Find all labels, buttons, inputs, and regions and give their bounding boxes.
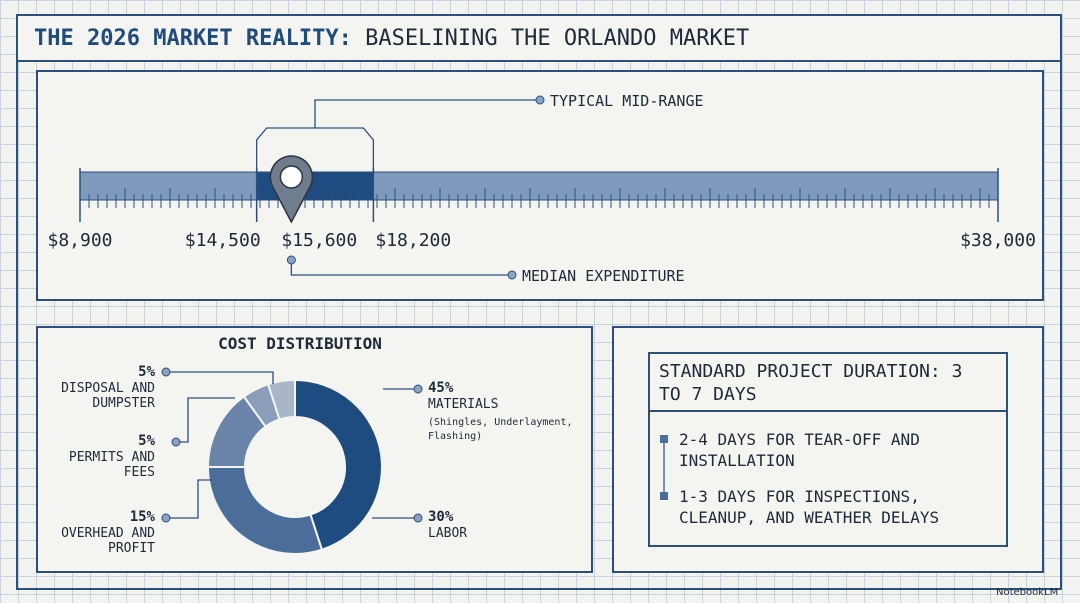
callout-dot bbox=[286, 255, 296, 265]
pie-annotation: (Shingles, Underlayment, Flashing) bbox=[428, 417, 573, 442]
callout-dot bbox=[535, 95, 545, 105]
range-tick-label: $15,600 bbox=[281, 230, 357, 251]
callout-dot bbox=[161, 367, 171, 377]
pie-title: COST DISTRIBUTION bbox=[218, 334, 382, 353]
range-tick-label: $38,000 bbox=[960, 230, 1036, 251]
header-title-bold: THE 2026 MARKET REALITY: bbox=[34, 26, 352, 51]
pie-category-label: DISPOSAL AND DUMPSTER bbox=[61, 381, 155, 411]
callout-dot bbox=[161, 513, 171, 523]
watermark: NotebookLM bbox=[996, 587, 1059, 598]
callout-dot bbox=[507, 270, 517, 280]
callout-dot bbox=[413, 384, 423, 394]
range-tick-label: $14,500 bbox=[185, 230, 261, 251]
pie-category-label: PERMITS AND FEES bbox=[68, 450, 155, 480]
pie-slice bbox=[294, 378, 383, 552]
bullet bbox=[660, 492, 668, 500]
pie-slice bbox=[266, 378, 296, 421]
duration-card bbox=[648, 352, 1008, 547]
median-callout bbox=[290, 264, 512, 276]
pin-hole bbox=[279, 165, 304, 189]
range-tick-label: $8,900 bbox=[47, 230, 112, 251]
range-callout bbox=[314, 99, 540, 128]
header: THE 2026 MARKET REALITY: BASELINING THE … bbox=[16, 14, 1062, 62]
callout-dot bbox=[171, 437, 181, 447]
leader-line bbox=[176, 397, 235, 443]
pie-value-label: 5% bbox=[138, 433, 155, 449]
callout-dot bbox=[413, 513, 423, 523]
bullet bbox=[660, 435, 668, 443]
range-label: TYPICAL MID-RANGE bbox=[550, 92, 704, 110]
range-tick-label: $18,200 bbox=[375, 230, 451, 251]
pie-category-label: OVERHEAD AND PROFIT bbox=[61, 526, 155, 556]
median-label: MEDIAN EXPENDITURE bbox=[522, 267, 685, 285]
duration-divider bbox=[650, 410, 1006, 412]
bullet-icons bbox=[660, 435, 668, 500]
pie-value-label: 15% bbox=[129, 509, 155, 525]
pie-value-label: 5% bbox=[138, 364, 155, 380]
duration-title: STANDARD PROJECT DURATION: 3 TO 7 DAYS bbox=[659, 361, 963, 405]
leader-line bbox=[166, 371, 274, 384]
duration-item: 1-3 DAYS FOR INSPECTIONS, CLEANUP, AND W… bbox=[679, 487, 940, 527]
pie-category-label: MATERIALS bbox=[428, 397, 499, 412]
duration-item: 2-4 DAYS FOR TEAR-OFF AND INSTALLATION bbox=[679, 430, 920, 470]
pie-value-label: 45% bbox=[428, 380, 454, 396]
pie-slice bbox=[206, 466, 324, 555]
leader-line bbox=[166, 479, 212, 519]
pie-category-label: LABOR bbox=[428, 526, 468, 541]
header-title: BASELINING THE ORLANDO MARKET bbox=[365, 26, 750, 51]
pie-value-label: 30% bbox=[428, 509, 454, 525]
